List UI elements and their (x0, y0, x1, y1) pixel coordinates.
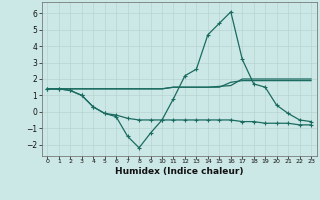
X-axis label: Humidex (Indice chaleur): Humidex (Indice chaleur) (115, 167, 244, 176)
